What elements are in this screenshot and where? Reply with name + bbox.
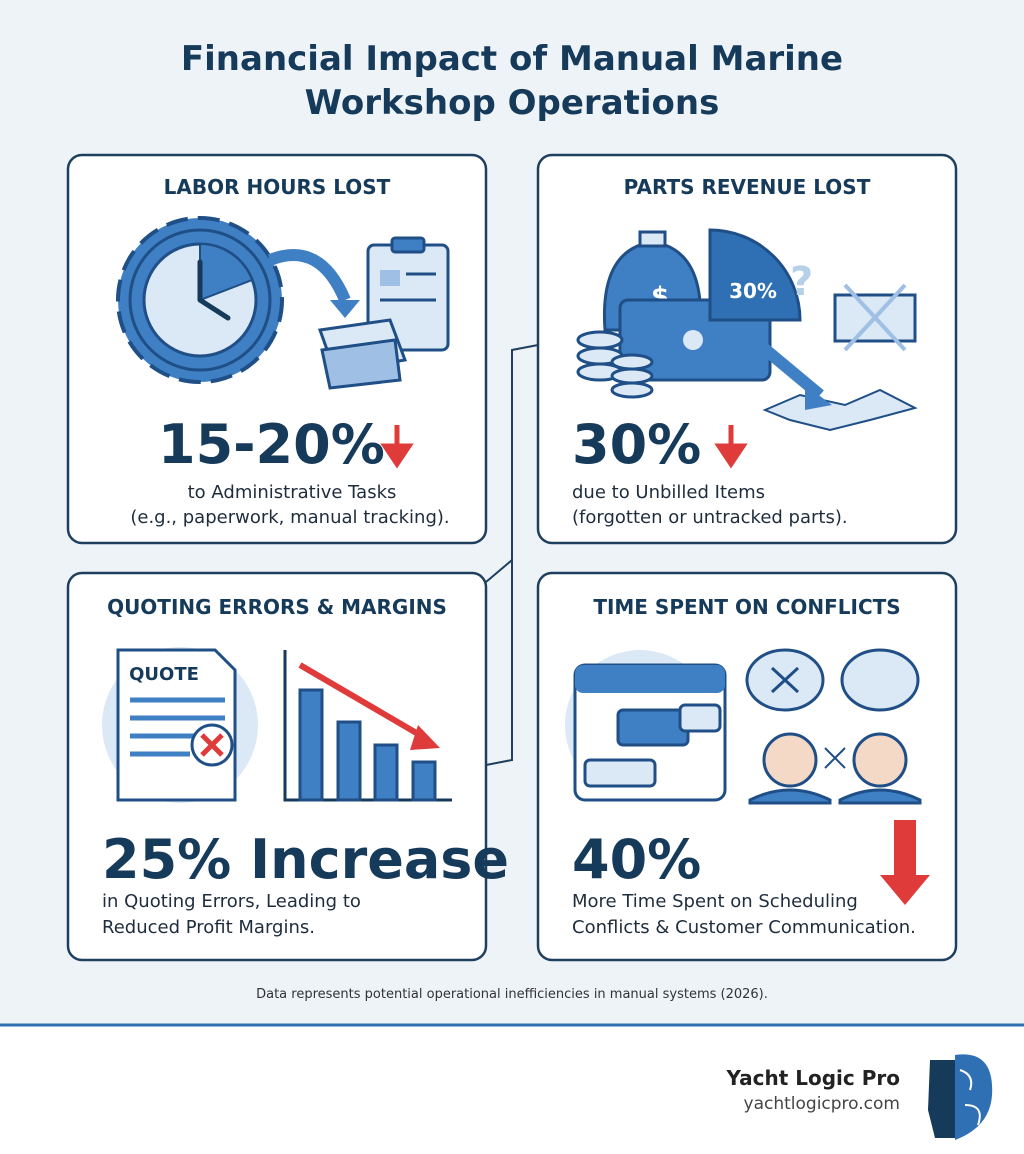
revenue-icon: $ ? bbox=[576, 228, 918, 432]
title-line: Workshop Operations bbox=[305, 83, 720, 123]
conflict-icon bbox=[565, 648, 930, 905]
icon-label: 30% bbox=[729, 279, 777, 303]
card-stat: 30% bbox=[572, 413, 701, 476]
icon-label: QUOTE bbox=[129, 664, 199, 685]
card-stat: 40% bbox=[572, 828, 701, 891]
card-description: (forgotten or untracked parts). bbox=[572, 507, 848, 528]
svg-text:?: ? bbox=[790, 259, 813, 305]
down-arrow bbox=[380, 425, 414, 469]
title-line: Financial Impact of Manual Marine bbox=[181, 39, 843, 79]
brand-name: Yacht Logic Pro bbox=[726, 1066, 901, 1090]
card-heading: LABOR HOURS LOST bbox=[164, 175, 391, 199]
card-description: to Administrative Tasks bbox=[188, 482, 397, 503]
connector bbox=[485, 344, 539, 766]
card-stat: 15-20% bbox=[158, 413, 385, 476]
card-heading: QUOTING ERRORS & MARGINS bbox=[107, 595, 447, 619]
card-description: (e.g., paperwork, manual tracking). bbox=[130, 507, 449, 528]
down-arrow bbox=[714, 425, 748, 469]
card-description: More Time Spent on Scheduling bbox=[572, 891, 858, 912]
footnote: Data represents potential operational in… bbox=[256, 987, 768, 1002]
card-description: Reduced Profit Margins. bbox=[102, 917, 315, 938]
footer-background bbox=[0, 1025, 1024, 1154]
card-heading: TIME SPENT ON CONFLICTS bbox=[593, 595, 900, 619]
card-heading: PARTS REVENUE LOST bbox=[624, 175, 871, 199]
card-description: Conflicts & Customer Communication. bbox=[572, 917, 916, 938]
card-stat: 25% Increase bbox=[102, 828, 509, 891]
card-description: in Quoting Errors, Leading to bbox=[102, 891, 361, 912]
card-description: due to Unbilled Items bbox=[572, 482, 765, 503]
quote-icon bbox=[102, 647, 452, 803]
brand-url: yachtlogicpro.com bbox=[744, 1094, 900, 1114]
brand-logo bbox=[928, 1054, 993, 1140]
clock-icon bbox=[116, 216, 450, 390]
